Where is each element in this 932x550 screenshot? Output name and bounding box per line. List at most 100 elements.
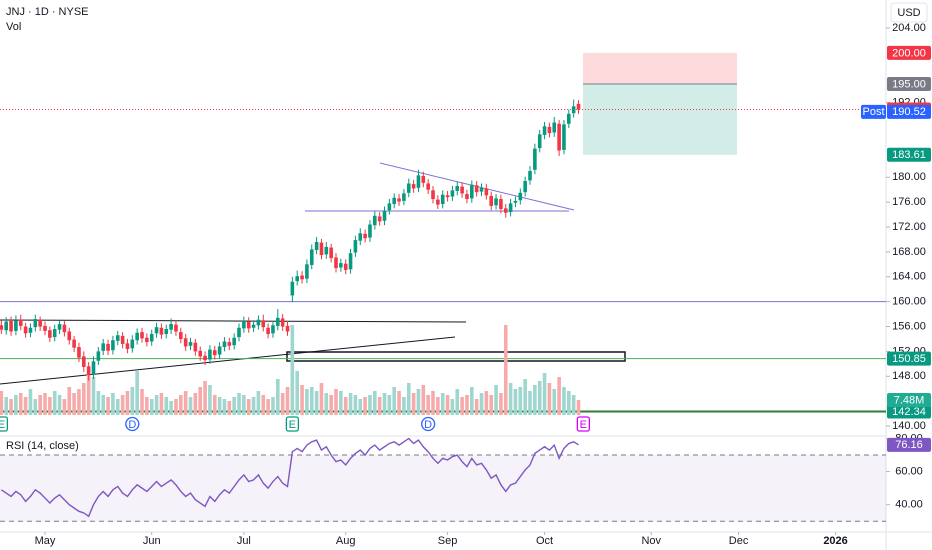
volume-bar — [382, 393, 387, 415]
candle-body — [470, 184, 474, 199]
volume-bar — [576, 400, 581, 415]
candle-body — [489, 195, 494, 206]
candle-body — [363, 233, 367, 239]
currency-box[interactable] — [890, 2, 928, 23]
candle-body — [314, 241, 319, 251]
candle-body — [474, 185, 479, 193]
candle-body — [57, 324, 62, 330]
rsi-label: 76.16 — [895, 439, 923, 451]
candle-body — [382, 210, 387, 221]
event-marker — [0, 416, 9, 432]
candle-body — [154, 327, 159, 334]
candle-body — [48, 330, 52, 338]
volume-bar — [135, 371, 139, 415]
volume-bar — [314, 391, 319, 415]
volume-bar — [188, 397, 193, 415]
volume-bar — [82, 383, 86, 415]
volume-bar — [96, 391, 101, 415]
volume-bar — [339, 391, 343, 415]
volume-bar — [280, 393, 285, 415]
candle-body — [149, 333, 154, 342]
candle-body — [237, 327, 241, 338]
volume-bar — [537, 381, 542, 415]
volume-bar — [324, 393, 329, 415]
candle-body — [183, 338, 188, 347]
candle-body — [246, 321, 251, 329]
candle-body — [334, 257, 338, 269]
candle-body — [460, 186, 464, 194]
candle-body — [91, 361, 96, 375]
level-label: 190.52 — [892, 106, 926, 118]
candle-body — [28, 327, 33, 333]
volume-bar — [212, 395, 217, 415]
level-badge — [887, 404, 931, 419]
candle-body — [52, 329, 57, 338]
level-label: 142.34 — [892, 406, 926, 418]
volume-bar — [508, 383, 513, 415]
candle-body — [120, 335, 125, 344]
candle-body — [436, 199, 440, 205]
candle-body — [392, 197, 397, 205]
volume-bar — [455, 389, 460, 415]
candle-body — [528, 171, 532, 181]
volume-bar — [513, 389, 518, 415]
volume-bar — [421, 385, 426, 415]
candle-body — [86, 366, 91, 376]
volume-bar — [334, 389, 338, 415]
trend-line — [0, 336, 456, 385]
volume-bar — [309, 387, 314, 415]
candle-body — [145, 337, 149, 343]
volume-bar — [416, 389, 421, 415]
event-label: D — [128, 419, 136, 431]
candle-body — [222, 341, 227, 348]
volume-bar — [52, 391, 57, 415]
target-zone — [583, 83, 737, 155]
y-tick-label: 160.00 — [892, 296, 926, 308]
event-label: E — [580, 419, 587, 431]
rsi-y-tick-label: 60.00 — [895, 465, 923, 477]
candle-body — [130, 339, 135, 349]
volume-bar — [130, 387, 135, 415]
candle-body — [571, 106, 576, 114]
candle-body — [445, 195, 450, 198]
candle-body — [368, 224, 372, 238]
x-tick-label: Sep — [438, 535, 458, 547]
volume-bar — [115, 399, 120, 415]
volume-bar — [343, 397, 348, 415]
candle-body — [465, 194, 469, 200]
event-label: E — [289, 419, 296, 431]
candle-body — [508, 203, 513, 213]
volume-bar — [440, 393, 445, 415]
candle-body — [18, 319, 23, 326]
rsi-band — [0, 455, 886, 522]
candle-body — [557, 123, 561, 151]
candle-body — [290, 281, 295, 296]
volume-bar — [567, 391, 571, 415]
candle-body — [280, 318, 285, 327]
volume-bar — [377, 397, 382, 415]
x-tick-label: May — [35, 535, 56, 547]
candle-body — [14, 320, 18, 331]
candle-body — [450, 190, 455, 197]
volume-bar — [489, 395, 494, 415]
volume-bar — [86, 373, 91, 415]
volume-bar — [18, 393, 23, 415]
level-tag: Post — [862, 106, 884, 118]
candle-body — [276, 317, 280, 326]
y-tick-label: 140.00 — [892, 420, 926, 432]
volume-bar — [159, 393, 164, 415]
event-label: D — [424, 419, 432, 431]
volume-bar — [14, 395, 18, 415]
volume-bar — [368, 395, 372, 415]
candle-body — [499, 199, 503, 209]
currency[interactable]: USD — [897, 7, 920, 19]
candle-body — [62, 324, 67, 333]
volume-bar — [518, 387, 523, 415]
volume-bar — [154, 395, 159, 415]
volume-bar — [528, 391, 532, 415]
candle-body — [164, 329, 169, 334]
event-label: E — [0, 419, 5, 431]
candle-body — [518, 192, 523, 201]
candle-body — [208, 349, 212, 360]
